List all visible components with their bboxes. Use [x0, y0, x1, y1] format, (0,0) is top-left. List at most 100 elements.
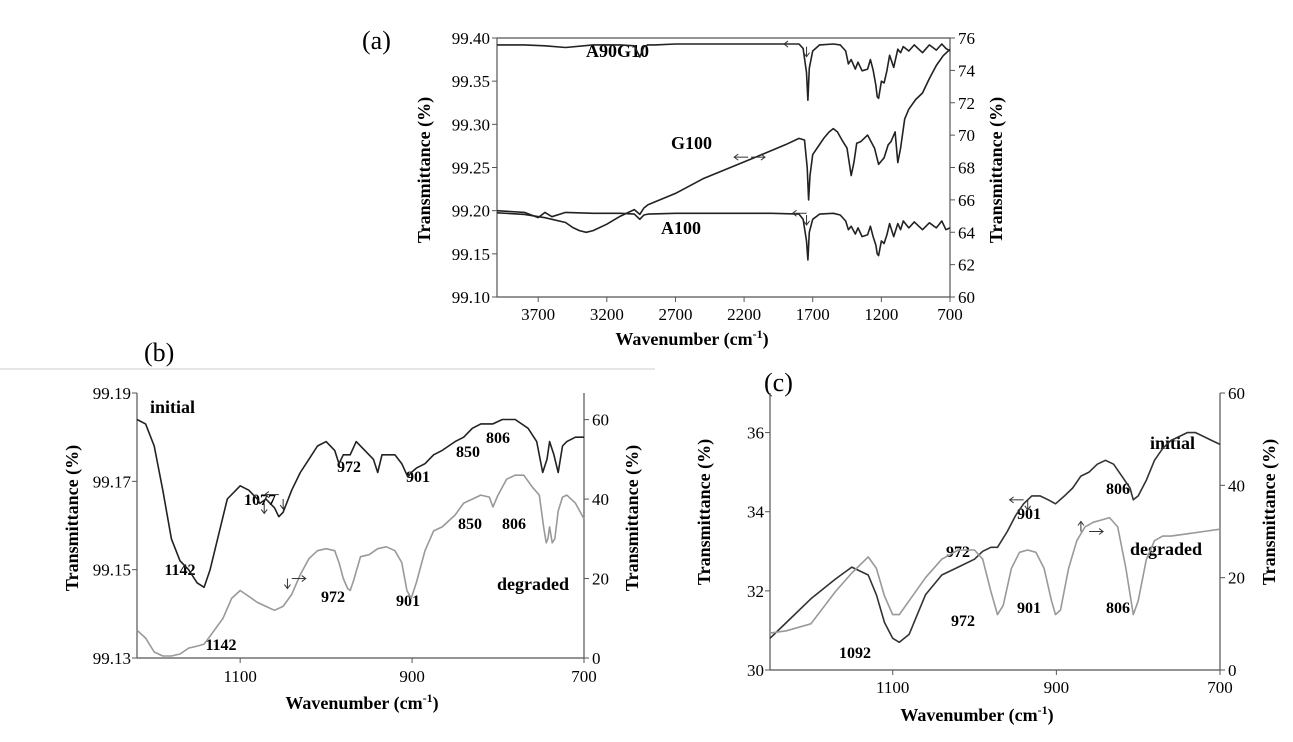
- arrow-head: [1098, 528, 1104, 535]
- y-axis-title-right-a: Transmittance (%): [986, 97, 1007, 243]
- x-tick-label: 700: [571, 667, 597, 686]
- peak-label-972-degraded: 972: [321, 589, 345, 606]
- peak-label-972-degraded-c: 972: [951, 613, 975, 630]
- x-tick-label: 3200: [590, 305, 624, 324]
- peak-label-806-initial: 806: [486, 430, 510, 447]
- series-label-g100: G100: [671, 133, 712, 153]
- peak-label-972-initial-c: 972: [946, 544, 970, 561]
- series-line-initial: [769, 431, 1221, 644]
- y-tick-label-left: 99.10: [452, 288, 490, 307]
- y-axis-title-left-a: Transmittance (%): [414, 97, 435, 243]
- peak-label-1077: 1077: [244, 492, 276, 509]
- arrow-head: [279, 504, 287, 510]
- y-tick-label-left: 99.13: [93, 649, 131, 668]
- peak-label-901-degraded: 901: [396, 593, 420, 610]
- peak-label-1142-degraded: 1142: [205, 637, 236, 654]
- y-tick-label-right: 74: [958, 61, 976, 80]
- chart-c: 30 32 34 36 0 20 40 60 1100 900 700: [747, 384, 1245, 697]
- arrow-head: [284, 584, 291, 590]
- y-tick-label-left: 99.19: [93, 384, 131, 403]
- peak-label-850-degraded: 850: [458, 516, 482, 533]
- series-label-initial-c: initial: [1150, 433, 1195, 453]
- x-axis-title-c: Wavenumber (cm-1): [900, 703, 1053, 726]
- peak-label-806-degraded-c: 806: [1106, 600, 1130, 617]
- arrow-head: [1024, 505, 1032, 511]
- series-line-initial: [136, 418, 584, 589]
- x-axis-title-a: Wavenumber (cm-1): [615, 327, 768, 350]
- arrow-head: [791, 209, 797, 217]
- y-axis-title-left-b: Transmittance (%): [62, 445, 83, 591]
- x-tick-label: 900: [399, 667, 425, 686]
- series-line-a100: [496, 209, 951, 261]
- peak-label-1142-initial: 1142: [164, 562, 195, 579]
- y-tick-label-right: 60: [1228, 384, 1245, 403]
- peak-label-901-initial: 901: [406, 469, 430, 486]
- y-tick-label-left: 30: [747, 661, 764, 680]
- x-tick-label: 700: [1207, 678, 1233, 697]
- x-tick-label: 1100: [223, 667, 256, 686]
- y-tick-label-left: 32: [747, 582, 764, 601]
- y-tick-label-right: 20: [1228, 569, 1245, 588]
- x-tick-label: 2700: [658, 305, 692, 324]
- y-tick-label-left: 36: [747, 424, 764, 443]
- series-line-degraded: [769, 516, 1221, 634]
- x-axis-title-b: Wavenumber (cm-1): [285, 691, 438, 714]
- x-tick-label: 1700: [796, 305, 830, 324]
- y-tick-label-right: 60: [592, 411, 609, 430]
- peak-label-806-degraded: 806: [502, 516, 526, 533]
- arrow-head: [760, 153, 766, 161]
- y-tick-label-left: 99.17: [93, 472, 132, 491]
- y-tick-label-right: 40: [592, 490, 609, 509]
- x-tick-label: 2200: [727, 305, 761, 324]
- series-label-degraded-b: degraded: [497, 574, 569, 594]
- y-tick-label-right: 76: [958, 29, 975, 48]
- chart-b: 99.13 99.15 99.17 99.19 0 20 40 60 1100 900 700: [93, 384, 609, 686]
- y-tick-label-right: 70: [958, 126, 975, 145]
- arrow-head: [803, 220, 810, 226]
- series-label-a90g10: A90G10: [586, 41, 649, 61]
- panel-label-b: (b): [144, 338, 174, 367]
- panel-a: (a) A90G10 G100 A100 Transmittance (%) T…: [362, 26, 1007, 350]
- y-axis-title-left-c: Transmittance (%): [694, 439, 715, 585]
- panel-label-c: (c): [764, 368, 793, 397]
- x-tick-label: 700: [937, 305, 963, 324]
- y-tick-label-right: 20: [592, 570, 609, 589]
- y-tick-label-right: 60: [958, 288, 975, 307]
- series-line-g100: [496, 48, 951, 234]
- peak-label-972-initial: 972: [337, 459, 361, 476]
- y-tick-label-left: 99.20: [452, 202, 490, 221]
- chart-a: 99.10 99.15 99.20 99.25 99.30 99.35 99.40 60 62 6…: [452, 29, 976, 324]
- x-tick-label: 900: [1044, 678, 1070, 697]
- arrow-head: [1008, 496, 1014, 504]
- y-axis-title-right-b: Transmittance (%): [622, 445, 643, 591]
- y-tick-label-right: 0: [1228, 661, 1237, 680]
- y-tick-label-right: 64: [958, 223, 976, 242]
- peak-label-1092: 1092: [839, 645, 871, 662]
- arrow-head: [803, 52, 810, 58]
- panel-label-a: (a): [362, 26, 391, 55]
- series-label-initial-b: initial: [150, 397, 195, 417]
- y-tick-label-right: 68: [958, 159, 975, 178]
- y-tick-label-right: 66: [958, 191, 975, 210]
- arrow-head: [301, 575, 307, 582]
- peak-label-901-initial-c: 901: [1017, 506, 1041, 523]
- series-label-degraded-c: degraded: [1130, 539, 1202, 559]
- arrow-head: [264, 491, 270, 498]
- y-tick-label-right: 40: [1228, 476, 1245, 495]
- arrow-head: [260, 509, 268, 515]
- series-line-degraded: [136, 474, 585, 657]
- arrow-head: [733, 153, 739, 161]
- y-tick-label-left: 99.25: [452, 159, 490, 178]
- x-tick-label: 1200: [864, 305, 898, 324]
- y-tick-label-left: 99.15: [93, 561, 131, 580]
- peak-label-806-initial-c: 806: [1106, 481, 1130, 498]
- y-tick-label-right: 0: [592, 649, 601, 668]
- y-tick-label-left: 99.35: [452, 72, 490, 91]
- arrow-head: [783, 40, 789, 48]
- panel-c: (c) initial degraded 1092 972 972 901 90…: [694, 368, 1280, 726]
- peak-label-850-initial: 850: [456, 444, 480, 461]
- y-axis-title-right-c: Transmittance (%): [1259, 439, 1280, 585]
- y-tick-label-left: 99.40: [452, 29, 490, 48]
- series-label-a100: A100: [661, 218, 701, 238]
